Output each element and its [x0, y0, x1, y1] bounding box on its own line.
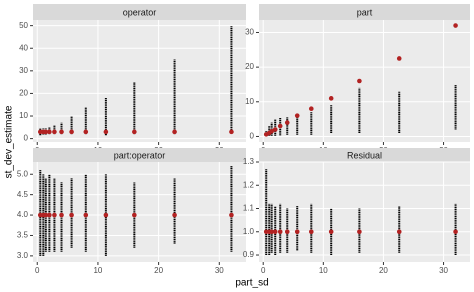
y-tick-label: 30 [245, 28, 254, 37]
y-tick-label: 1.0 [243, 227, 255, 236]
x-axis-label: part_sd [235, 278, 268, 289]
mean-dot [52, 212, 57, 218]
mean-dot [229, 212, 234, 218]
y-tick-label: 4.5 [17, 190, 29, 199]
y-tick-label: 30 [19, 66, 28, 75]
mean-dot [269, 128, 274, 134]
mean-dot [396, 56, 402, 61]
y-tick-label: 1.1 [243, 204, 255, 213]
y-tick-label: 20 [19, 89, 28, 98]
mean-dot [284, 120, 290, 125]
mean-dot [47, 212, 52, 218]
strip [33, 4, 246, 20]
x-tick-label: 30 [439, 266, 448, 275]
mean-dot [357, 229, 362, 235]
panel [259, 162, 470, 262]
mean-dot [83, 129, 89, 135]
mean-dot [229, 129, 234, 135]
panel [33, 20, 246, 142]
panel [33, 162, 246, 262]
mean-dot [132, 212, 137, 218]
panel-title: Residual [347, 150, 382, 160]
mean-dot [328, 96, 334, 101]
x-tick-label: 0 [261, 266, 266, 275]
mean-dot [47, 129, 52, 135]
mean-dot [59, 129, 64, 135]
mean-dot [59, 212, 64, 218]
mean-dot [132, 129, 137, 135]
panel-title: operator [123, 7, 157, 17]
mean-dot [453, 229, 458, 235]
mean-dot [269, 229, 274, 235]
x-tick-label: 30 [215, 266, 224, 275]
y-tick-label: 20 [245, 62, 254, 71]
mean-dot [172, 212, 177, 218]
y-tick-label: 50 [19, 21, 28, 30]
y-tick-label: 3.0 [17, 251, 29, 260]
strip [259, 4, 470, 20]
panel-title: part [357, 7, 373, 17]
mean-dot [83, 212, 89, 218]
mean-dot [357, 78, 362, 84]
mean-dot [328, 229, 334, 235]
mean-dot [284, 229, 290, 235]
x-tick-label: 20 [379, 266, 388, 275]
mean-dot [43, 129, 49, 135]
y-axis-label: st_dev_estimate [4, 105, 15, 178]
strip [33, 148, 246, 162]
mean-dot [308, 229, 314, 235]
y-tick-label: 10 [245, 97, 254, 106]
panel-title: part:operator [114, 150, 166, 160]
x-tick-label: 0 [35, 266, 40, 275]
y-tick-label: 0 [24, 134, 29, 143]
panel [259, 20, 470, 142]
mean-dot [277, 123, 283, 129]
y-tick-label: 0 [250, 132, 255, 141]
mean-dot [272, 127, 278, 132]
y-tick-label: 5.0 [17, 169, 29, 178]
mean-dot [103, 129, 109, 135]
y-tick-label: 0.9 [243, 250, 255, 259]
mean-dot [172, 129, 177, 135]
x-tick-label: 20 [154, 266, 163, 275]
strip [259, 148, 470, 162]
mean-dot [294, 113, 300, 118]
mean-dot [52, 129, 57, 135]
mean-dot [43, 212, 49, 218]
x-tick-label: 10 [93, 266, 102, 275]
mean-dot [294, 229, 300, 235]
x-tick-label: 10 [319, 266, 328, 275]
mean-dot [103, 212, 109, 218]
mean-dot [69, 212, 74, 218]
mean-dot [308, 106, 314, 112]
y-tick-label: 40 [19, 43, 28, 52]
y-tick-label: 1.3 [243, 157, 255, 166]
y-tick-label: 3.5 [17, 231, 29, 240]
mean-dot [272, 229, 278, 235]
mean-dot [396, 229, 402, 235]
mean-dot [277, 229, 283, 235]
mean-dot [69, 129, 74, 135]
y-tick-label: 1.2 [243, 180, 255, 189]
y-tick-label: 4.0 [17, 210, 29, 219]
mean-dot [453, 23, 458, 28]
y-tick-label: 10 [19, 111, 28, 120]
